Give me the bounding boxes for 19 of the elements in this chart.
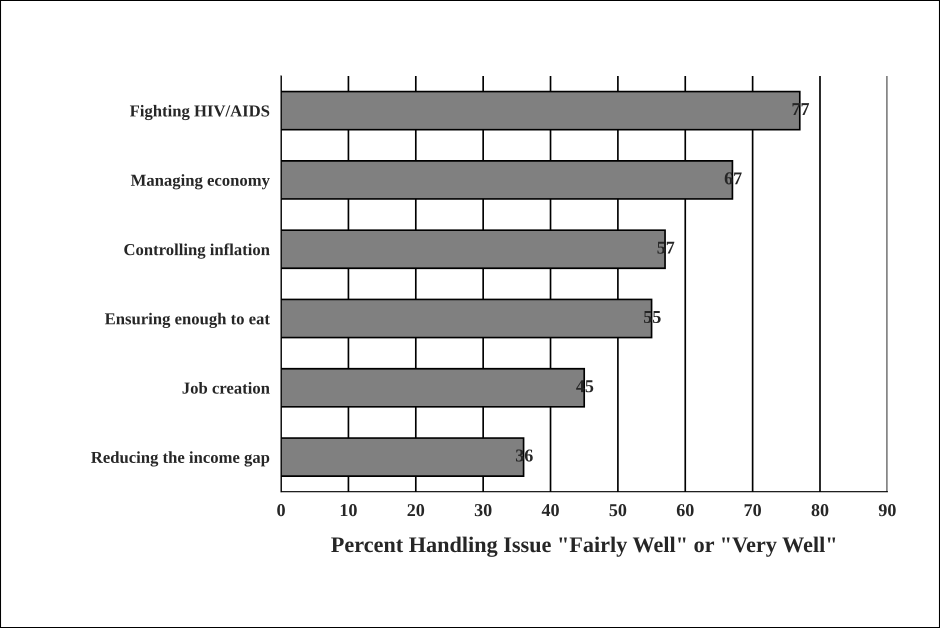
x-tick-label: 0 (277, 504, 285, 516)
data-label: 67 (724, 172, 742, 184)
x-tick-label: 60 (676, 504, 694, 516)
y-tick-label: Controlling inflation (124, 243, 270, 259)
y-tick-label: Managing economy (130, 174, 270, 190)
x-axis-title: Percent Handling Issue "Fairly Well" or "Very Well" (331, 536, 836, 557)
x-tick-label: 80 (812, 504, 828, 516)
data-label: 45 (576, 380, 594, 392)
y-tick-label: Fighting HIV/AIDS (130, 104, 270, 120)
x-tick-label: 50 (610, 504, 626, 516)
x-tick-label: 10 (340, 504, 357, 516)
y-tick-label: Job creation (182, 382, 270, 394)
y-tick-label: Reducing the income gap (91, 451, 270, 467)
y-tick-label: Ensuring enough to eat (104, 312, 270, 328)
x-tick-label: 30 (474, 504, 492, 516)
x-tick-label: 70 (744, 504, 761, 516)
x-tick-label: 20 (408, 504, 424, 516)
x-tick-label: 90 (878, 504, 896, 516)
x-tick-label: 40 (542, 504, 559, 516)
